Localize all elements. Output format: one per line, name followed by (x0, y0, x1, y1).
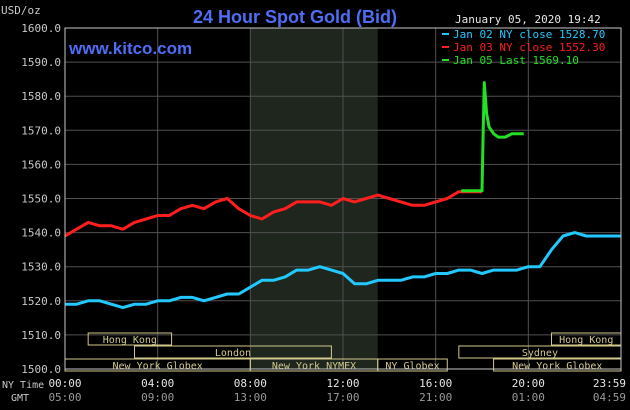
session-label: London (215, 348, 251, 359)
series-line-1 (65, 231, 621, 310)
chart-title: 24 Hour Spot Gold (Bid) (193, 7, 397, 27)
series-line-3 (461, 81, 524, 193)
x-tick-label-gmt: 01:00 (512, 391, 545, 404)
session-label: New York Globex (113, 361, 203, 372)
legend-entry: Jan 02 NY close 1528.70 (453, 28, 605, 41)
y-tick-label: 1520.0 (21, 295, 61, 308)
y-tick-label: 1590.0 (21, 56, 61, 69)
y-tick-label: 1580.0 (21, 90, 61, 103)
session-label: Sydney (522, 348, 558, 359)
website-label: www.kitco.com (68, 39, 192, 58)
x-tick-label-ny: 00:00 (48, 377, 81, 390)
market-sessions: Hong Kong Hong Kong London Sydney New York G… (64, 332, 622, 372)
y-tick-label: 1560.0 (21, 158, 61, 171)
x-tick-label-ny: 08:00 (234, 377, 267, 390)
y-tick-label: 1540.0 (21, 227, 61, 240)
timestamp: January 05, 2020 19:42 (455, 13, 601, 26)
session-label: Hong Kong (559, 335, 613, 346)
y-tick-label: 1500.0 (21, 363, 61, 376)
legend-entry: Jan 05 Last 1569.10 (453, 54, 579, 67)
price-lines (64, 81, 621, 310)
session-label: New York Globex (512, 361, 602, 372)
session-box (377, 358, 448, 372)
session-box (134, 345, 332, 359)
series-line-2 (64, 190, 482, 238)
x-tick-label-gmt: 04:59 (593, 391, 626, 404)
x-tick-label-gmt: 21:00 (419, 391, 452, 404)
x-tick-label-ny: 16:00 (419, 377, 452, 390)
x-tick-label-ny: 12:00 (326, 377, 359, 390)
x-tick-label-ny: 23:59 (593, 377, 626, 390)
y-tick-label: 1550.0 (21, 193, 61, 206)
y-axis-label: USD/oz (1, 4, 41, 17)
x-tick-label-gmt: 17:00 (326, 391, 359, 404)
x-tick-label-ny: 04:00 (141, 377, 174, 390)
y-tick-label: 1570.0 (21, 124, 61, 137)
legend-entry: Jan 03 NY close 1552.30 (453, 41, 605, 54)
y-tick-labels: 1600.0 1590.0 1580.0 1570.0 1560.0 1550.0 1540… (21, 22, 61, 376)
session-label: NY Globex (385, 361, 439, 372)
x-tick-label-gmt: 05:00 (48, 391, 81, 404)
x-tick-label-gmt: 13:00 (234, 391, 267, 404)
y-tick-label: 1530.0 (21, 261, 61, 274)
gmt-row-label: GMT (11, 393, 29, 404)
session-label: Hong Kong (103, 335, 157, 346)
x-tick-label-ny: 20:00 (512, 377, 545, 390)
ny-time-row-label: NY Time (2, 380, 44, 391)
y-tick-label: 1600.0 (21, 22, 61, 35)
session-box (87, 332, 173, 346)
session-label: New York NYMEX (272, 361, 356, 372)
x-tick-label-gmt: 09:00 (141, 391, 174, 404)
grid (64, 27, 622, 370)
y-tick-label: 1510.0 (21, 329, 61, 342)
plot-border (64, 27, 622, 370)
